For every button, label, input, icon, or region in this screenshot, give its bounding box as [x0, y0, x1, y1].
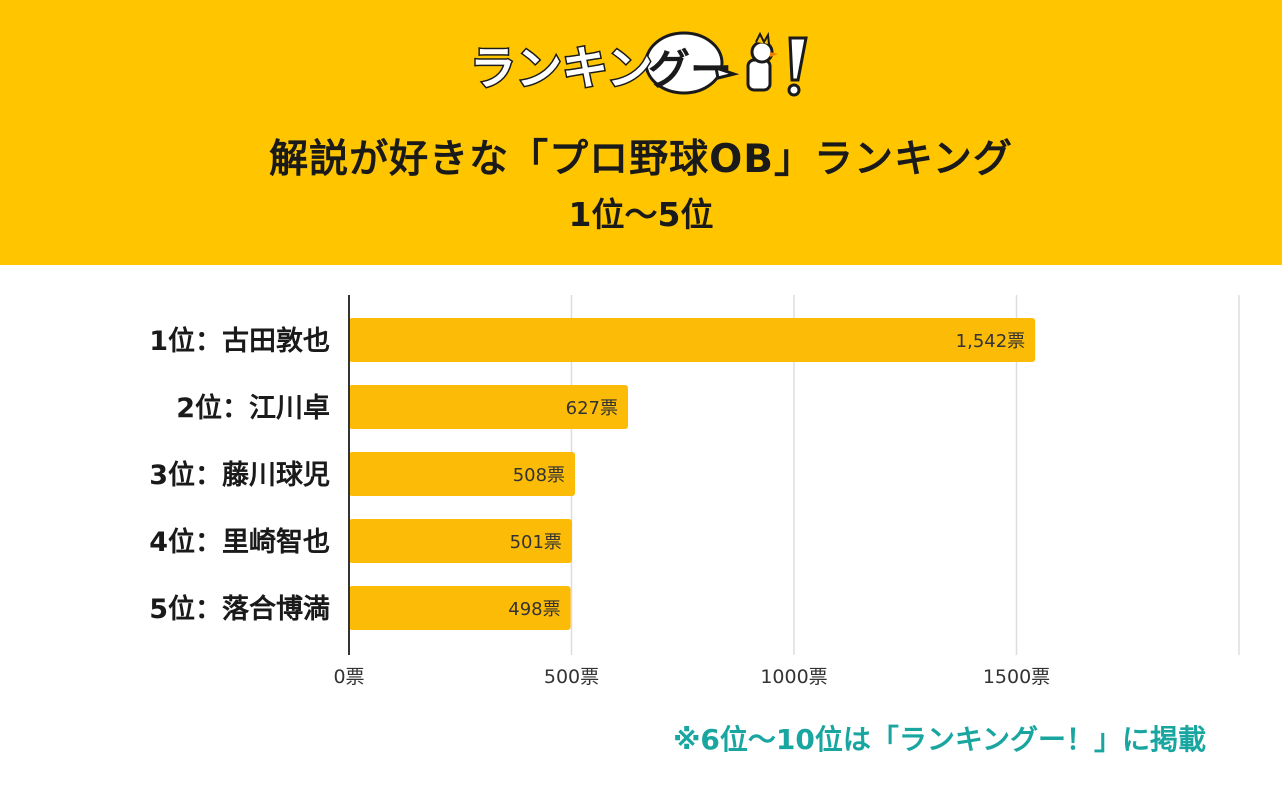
bar — [349, 452, 576, 496]
bar-value-label: 508票 — [513, 465, 565, 486]
footer-note: ※6位～10位は「ランキングー！」に掲載 — [673, 723, 1206, 756]
category-label: 4位：里崎智也 — [149, 526, 330, 558]
category-labels: 1位：古田敦也 2位：江川卓 3位：藤川球児 4位：里崎智也 5位：落合博満 — [149, 325, 330, 625]
bar-value-label: 1,542票 — [956, 331, 1026, 352]
category-label: 1位：古田敦也 — [149, 325, 330, 357]
bar — [349, 519, 572, 563]
page-subtitle: 1位～5位 — [568, 195, 714, 234]
x-tick-label: 1000票 — [760, 666, 827, 688]
category-label: 3位：藤川球児 — [149, 459, 330, 491]
ranking-bar-chart: 1,542票 627票 508票 501票 498票 1位：古田敦也 2位：江川卓 3位：藤… — [149, 295, 1240, 688]
category-label: 2位：江川卓 — [176, 392, 330, 424]
bar — [349, 318, 1036, 362]
bar — [349, 385, 629, 429]
bar — [349, 586, 571, 630]
category-label: 5位：落合博満 — [149, 593, 330, 625]
x-tick-label: 0票 — [333, 666, 364, 688]
bar-value-label: 501票 — [510, 532, 562, 553]
x-tick-labels: 0票 500票 1000票 1500票 — [333, 666, 1050, 688]
ranking-goo-logo: ランキン グー — [469, 31, 808, 97]
page-title: 解説が好きな「プロ野球OB」ランキング — [269, 137, 1013, 182]
svg-text:グー: グー — [648, 45, 732, 94]
x-tick-label: 500票 — [544, 666, 599, 688]
value-labels: 1,542票 627票 508票 501票 498票 — [508, 331, 1025, 620]
bars — [349, 318, 1036, 630]
bar-value-label: 627票 — [566, 398, 618, 419]
bar-value-label: 498票 — [508, 599, 560, 620]
x-tick-label: 1500票 — [983, 666, 1050, 688]
mascot-icon — [746, 31, 778, 92]
svg-text:ランキン: ランキン — [470, 41, 653, 95]
header-banner: ランキン グー 解説が好きな「プロ野球OB」ランキング 1位～5位 — [0, 0, 1282, 265]
